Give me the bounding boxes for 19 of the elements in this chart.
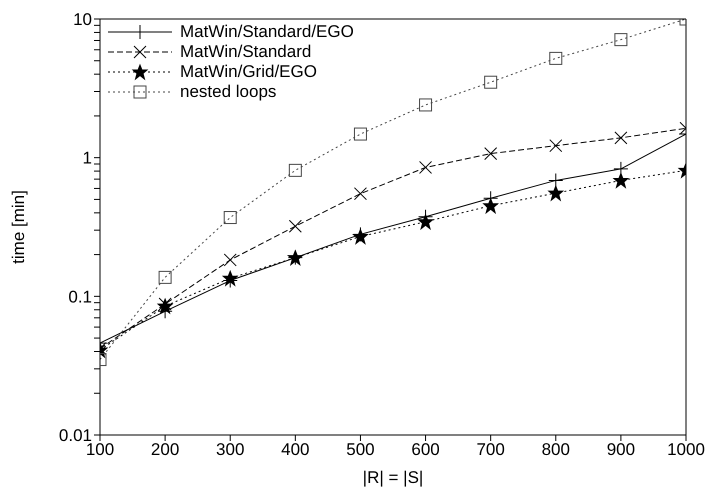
x-tick-label: 300 (216, 440, 244, 460)
legend-label: MatWin/Standard/EGO (180, 22, 354, 42)
x-tick-label: 200 (150, 440, 180, 460)
x-tick-label: 800 (542, 440, 570, 460)
x-tick-label: 1000 (667, 440, 705, 460)
legend-label: nested loops (180, 82, 276, 102)
x-axis-title: |R| = |S| (362, 468, 424, 487)
y-tick-label: 10 (73, 10, 92, 30)
legend-label: MatWin/Grid/EGO (180, 62, 317, 82)
y-tick-label: 0.1 (68, 287, 92, 306)
x-tick-label: 900 (606, 440, 636, 460)
x-tick-label: 700 (476, 440, 505, 460)
legend-label: MatWin/Standard (180, 42, 312, 62)
y-axis-title: time [min] (9, 190, 28, 264)
x-tick-label: 400 (281, 440, 310, 460)
y-tick-label: 1 (82, 148, 92, 168)
x-tick-label: 600 (411, 440, 440, 460)
x-tick-label: 100 (86, 440, 114, 460)
x-tick-label: 500 (346, 440, 375, 460)
